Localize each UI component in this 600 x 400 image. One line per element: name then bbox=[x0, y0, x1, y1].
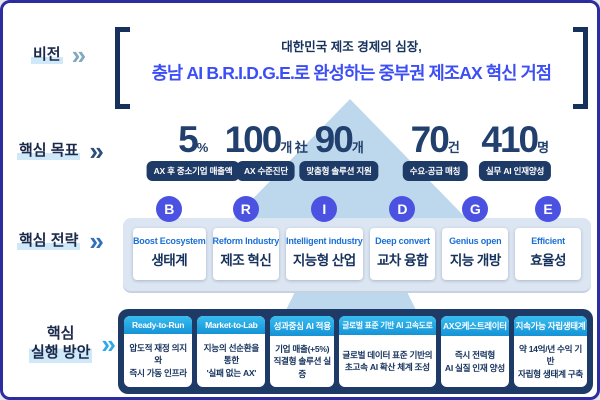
action-card-header: Ready-to-Run bbox=[124, 316, 193, 334]
background-triangle-stem bbox=[286, 289, 416, 310]
left-bracket bbox=[115, 27, 130, 109]
right-bracket bbox=[573, 27, 588, 109]
row-label-actions: 핵심 실행 방안 » bbox=[29, 325, 116, 363]
chevron-right-icon: » bbox=[89, 226, 104, 256]
row-label-strategy: 핵심 전략 » bbox=[17, 226, 104, 256]
action-card: 지속가능 자립생태계 약 14억/년 수익 기반 자립형 생태계 구축 bbox=[513, 316, 587, 387]
row-label-goals: 핵심 목표 » bbox=[17, 136, 104, 166]
strategy-card: Boost Ecosystem 생태계 bbox=[133, 228, 206, 280]
goal-item: 410명 실무 AI 인재양성 bbox=[478, 119, 552, 181]
goal-value: 70건 bbox=[410, 119, 460, 160]
action-card-header: 지속가능 자립생태계 bbox=[513, 316, 587, 336]
goal-badge: AX 후 중소기업 매출액 bbox=[146, 161, 240, 181]
strategy-card: Reform Industry 제조 혁신 bbox=[212, 228, 279, 280]
strategy-letter-badge: B bbox=[156, 196, 183, 222]
strategy-item: G Genius open 지능 개방 bbox=[442, 196, 509, 280]
action-card-body: 글로벌 데이터 표준 기반의 초고속 AI 확산 체계 조성 bbox=[342, 349, 433, 372]
action-card: AX오케스트레이터 즉시 전력형 AI 실질 인재 양성 bbox=[440, 316, 509, 387]
chevron-right-icon: » bbox=[71, 40, 87, 70]
goal-value: 410명 bbox=[481, 119, 549, 160]
action-card-body: 즉시 전력형 AI 실질 인재 양성 bbox=[444, 350, 505, 373]
strategy-letter-badge: I bbox=[311, 196, 338, 222]
strategy-card: Intelligent industry 지능형 산업 bbox=[286, 228, 363, 280]
strategy-item: D Deep convert 교차 융합 bbox=[369, 196, 436, 280]
action-card-body: 압도적 재정 의지와 즉시 가동 인프라 bbox=[129, 342, 187, 378]
strategy-section: B Boost Ecosystem 생태계 R Reform Industry … bbox=[123, 196, 591, 291]
strategy-letter-badge: E bbox=[535, 196, 562, 222]
strategy-card: Deep convert 교차 융합 bbox=[369, 228, 436, 280]
strategy-letter-badge: D bbox=[389, 196, 416, 222]
actions-container: Ready-to-Run 압도적 재정 의지와 즉시 가동 인프라 Market… bbox=[118, 309, 593, 394]
strategy-label: 핵심 전략 bbox=[17, 231, 81, 251]
action-card-body: 지능의 선순환을 통한 '실패 없는 AX' bbox=[203, 342, 260, 378]
strategy-item: E Efficient 효율성 bbox=[515, 196, 581, 280]
actions-label: 핵심 실행 방안 bbox=[29, 325, 93, 363]
action-card-header: 글로벌 표준 기반 AI 고속도로 bbox=[338, 316, 436, 335]
goal-badge: AX 수준진단 bbox=[236, 161, 296, 181]
action-card-header: 성과중심 AI 적용 bbox=[270, 316, 334, 336]
goal-item: 90개 맞춤형 솔루션 지원 bbox=[299, 119, 379, 181]
goal-item: 5% AX 후 중소기업 매출액 bbox=[146, 119, 240, 181]
goals-label: 핵심 목표 bbox=[17, 141, 81, 161]
strategy-item: R Reform Industry 제조 혁신 bbox=[212, 196, 279, 280]
action-card-body: 약 14억/년 수익 기반 자립형 생태계 구축 bbox=[517, 343, 583, 379]
goal-badge: 수요-공급 매칭 bbox=[402, 161, 468, 181]
action-card: Ready-to-Run 압도적 재정 의지와 즉시 가동 인프라 bbox=[124, 316, 193, 387]
vision-title: 충남 AI B.R.I.D.G.E.로 완성하는 중부권 제조AX 혁신 거점 bbox=[151, 63, 552, 83]
action-card: Market-to-Lab 지능의 선순환을 통한 '실패 없는 AX' bbox=[197, 316, 266, 387]
goal-badge: 맞춤형 솔루션 지원 bbox=[299, 161, 379, 181]
row-label-vision: 비전 » bbox=[31, 40, 87, 70]
strategy-card: Efficient 효율성 bbox=[515, 228, 581, 280]
action-card-header: Market-to-Lab bbox=[197, 316, 266, 334]
goal-value: 100개 社 bbox=[224, 119, 308, 160]
strategy-letter-badge: R bbox=[232, 196, 259, 222]
action-card-body: 기업 매출(+5%) 직결형 솔루션 실증 bbox=[273, 343, 331, 379]
vision-label: 비전 bbox=[31, 45, 63, 65]
strategy-card: Genius open 지능 개방 bbox=[442, 228, 509, 280]
action-card: 성과중심 AI 적용 기업 매출(+5%) 직결형 솔루션 실증 bbox=[270, 316, 334, 387]
action-card: 글로벌 표준 기반 AI 고속도로 글로벌 데이터 표준 기반의 초고속 AI … bbox=[338, 316, 436, 387]
goal-badge: 실무 AI 인재양성 bbox=[478, 161, 552, 181]
action-card-header: AX오케스트레이터 bbox=[440, 316, 509, 336]
strategy-item: B Boost Ecosystem 생태계 bbox=[133, 196, 206, 280]
chevron-right-icon: » bbox=[101, 328, 116, 359]
vision-box: 대한민국 제조 경제의 심장, 충남 AI B.R.I.D.G.E.로 완성하는… bbox=[115, 27, 588, 109]
strategy-item: I Intelligent industry 지능형 산업 bbox=[286, 196, 363, 280]
vision-subtitle: 대한민국 제조 경제의 심장, bbox=[281, 40, 422, 54]
goal-value: 5% bbox=[178, 119, 208, 160]
chevron-right-icon: » bbox=[89, 136, 104, 166]
goal-item: 70건 수요-공급 매칭 bbox=[402, 119, 468, 181]
goal-value: 90개 bbox=[314, 119, 364, 160]
goal-item: 100개 社 AX 수준진단 bbox=[225, 121, 308, 181]
strategy-letter-badge: G bbox=[462, 196, 489, 222]
